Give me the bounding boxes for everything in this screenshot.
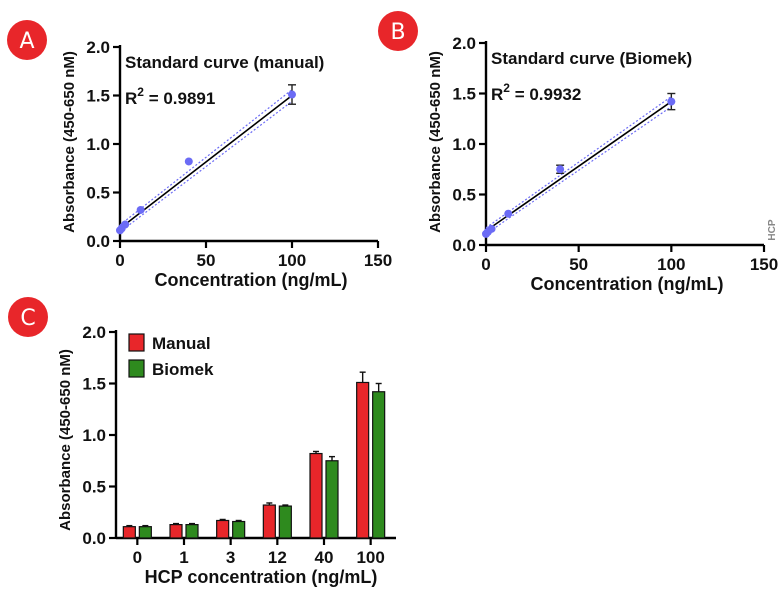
y-tick-label: 2.0 xyxy=(82,323,106,342)
x-tick-label: 0 xyxy=(481,255,490,274)
ci-lower-band xyxy=(119,100,293,233)
plot-title: Standard curve (manual) xyxy=(125,53,324,72)
bar-manual xyxy=(169,524,183,539)
data-point xyxy=(487,224,496,233)
y-tick-label: 0.0 xyxy=(86,232,110,251)
chart-a-standard-curve-manual: 0.0 0.5 1.0 1.5 2.0 0 50 100 150 Concentration (n… xyxy=(61,38,392,290)
data-point xyxy=(136,205,145,214)
ci-lower-band xyxy=(485,106,672,235)
data-point xyxy=(288,90,296,99)
y-tick-label: 1.0 xyxy=(452,135,476,154)
y-tick-label: 0.5 xyxy=(452,186,476,205)
bar-biomek xyxy=(325,460,339,539)
chart-b-standard-curve-biomek: 0.0 0.5 1.0 1.5 2.0 0 50 100 150 Concentration (n… xyxy=(427,34,778,294)
bar-biomek xyxy=(278,505,292,539)
fit-line xyxy=(485,100,672,232)
y-tick-label: 1.5 xyxy=(86,87,110,106)
x-tick-label: 3 xyxy=(226,548,235,567)
y-axis-title: Absorbance (450-650 nM) xyxy=(57,349,74,531)
r-squared-text: R2 = 0.9891 xyxy=(125,85,215,108)
r-squared-value: = 0.9891 xyxy=(144,89,215,108)
bar-biomek xyxy=(185,524,199,539)
legend-label-manual: Manual xyxy=(152,334,211,353)
x-tick-label: 0 xyxy=(115,251,124,270)
bar-manual xyxy=(216,519,230,539)
r-squared-value: = 0.9932 xyxy=(510,85,581,104)
y-tick-label: 1.0 xyxy=(86,135,110,154)
x-tick-label: 100 xyxy=(356,548,384,567)
panel-a-label: A xyxy=(19,29,34,54)
bar-manual xyxy=(122,526,136,539)
fit-line xyxy=(119,94,293,230)
y-tick-label: 0.5 xyxy=(86,184,110,203)
r-squared-symbol: R xyxy=(125,89,137,108)
y-tick-label: 1.0 xyxy=(82,426,106,445)
panel-b-label: B xyxy=(390,20,405,45)
y-tick-label: 0.0 xyxy=(452,236,476,255)
r-squared-symbol: R xyxy=(491,85,503,104)
right-edge-cropped-label: HCP xyxy=(767,219,778,240)
legend-label-biomek: Biomek xyxy=(152,360,214,379)
x-tick-label: 150 xyxy=(364,251,392,270)
x-tick-label: 50 xyxy=(569,255,588,274)
panel-b-badge: B xyxy=(378,11,418,51)
ci-upper-band xyxy=(485,96,672,229)
r-squared-superscript: 2 xyxy=(503,81,510,95)
r-squared-text: R2 = 0.9932 xyxy=(491,81,581,104)
x-tick-label: 40 xyxy=(315,548,334,567)
data-point xyxy=(556,165,565,174)
data-point xyxy=(504,209,513,218)
data-point xyxy=(667,97,676,106)
legend-swatch-manual xyxy=(128,333,145,352)
x-tick-label: 12 xyxy=(268,548,287,567)
x-axis-title: Concentration (ng/mL) xyxy=(155,270,348,290)
y-axis-title: Absorbance (450-650 nM) xyxy=(61,51,78,233)
panel-a-badge: A xyxy=(7,20,47,60)
r-squared-superscript: 2 xyxy=(137,85,144,99)
x-tick-label: 100 xyxy=(278,251,306,270)
x-tick-label: 100 xyxy=(657,255,685,274)
y-tick-label: 2.0 xyxy=(86,38,110,57)
x-axis-title: HCP concentration (ng/mL) xyxy=(145,567,378,587)
y-tick-label: 1.5 xyxy=(452,85,476,104)
data-point xyxy=(184,157,193,166)
panel-c-label: C xyxy=(20,306,35,331)
bar-biomek xyxy=(232,520,246,539)
ci-upper-band xyxy=(119,89,293,226)
y-tick-label: 0.5 xyxy=(82,478,106,497)
bar-manual xyxy=(309,452,323,539)
bar-biomek xyxy=(138,526,152,539)
legend-swatch-biomek xyxy=(128,359,145,378)
y-axis-title: Absorbance (450-650 nM) xyxy=(427,51,444,233)
y-tick-label: 1.5 xyxy=(82,375,106,394)
x-tick-label: 0 xyxy=(133,548,142,567)
bar-manual xyxy=(356,381,370,539)
plot-title: Standard curve (Biomek) xyxy=(491,49,692,68)
x-tick-label: 150 xyxy=(750,255,778,274)
y-tick-label: 2.0 xyxy=(452,34,476,53)
chart-c-bar-comparison: 0.0 0.5 1.0 1.5 2.0 0 1 3 12 40 100 Manual Biomek HCP… xyxy=(57,323,396,587)
panel-c-badge: C xyxy=(8,297,48,337)
x-axis-title: Concentration (ng/mL) xyxy=(531,274,724,294)
x-tick-label: 50 xyxy=(197,251,216,270)
y-tick-label: 0.0 xyxy=(82,529,106,548)
bar-manual xyxy=(262,504,276,539)
data-point xyxy=(121,220,130,229)
x-tick-label: 1 xyxy=(179,548,188,567)
bar-biomek xyxy=(372,391,386,539)
